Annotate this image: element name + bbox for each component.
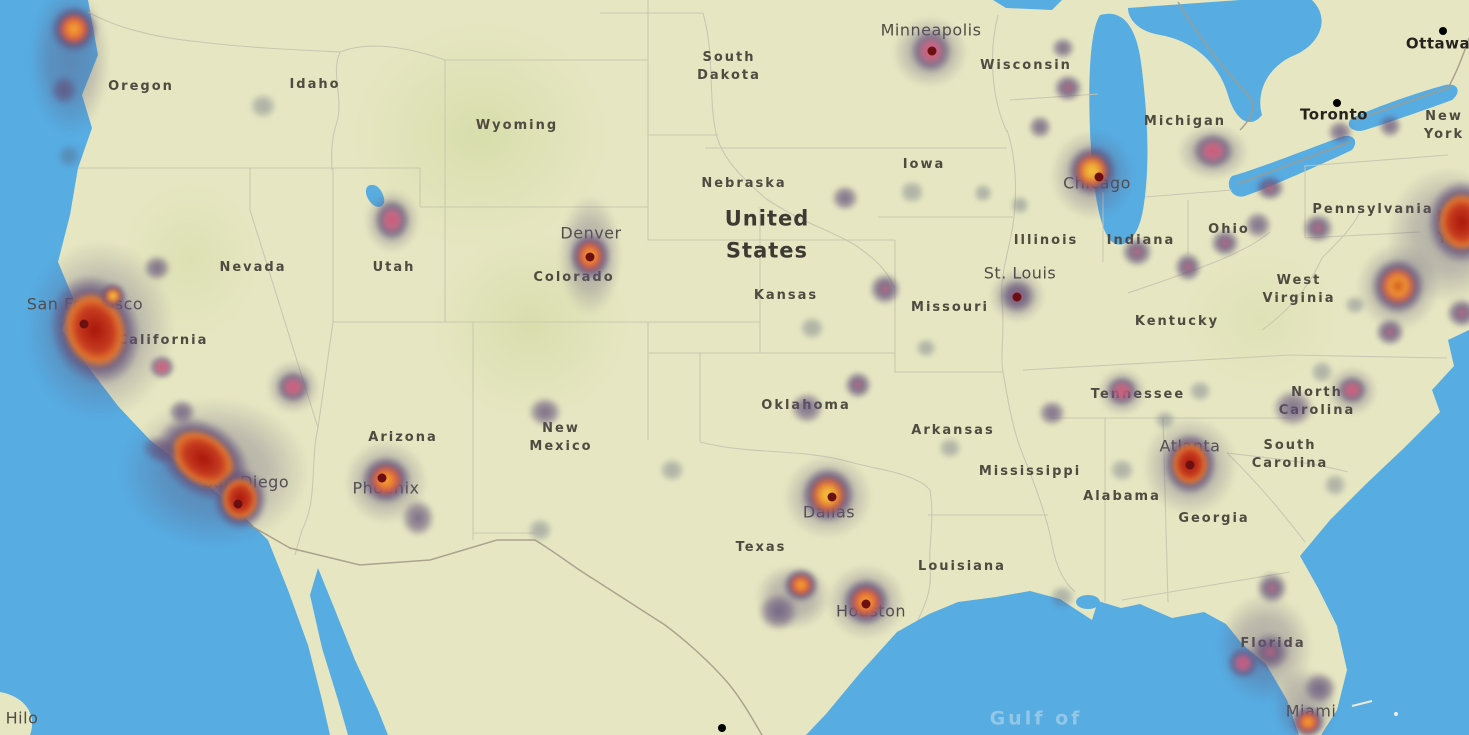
us-canada-border xyxy=(1177,1,1254,131)
lake-pontchartrain xyxy=(1076,595,1100,609)
hawaii-land xyxy=(0,692,33,735)
state-borders xyxy=(78,0,1449,621)
lake-huron xyxy=(1128,0,1322,123)
lake-ontario xyxy=(1348,84,1458,131)
bahamas-islands xyxy=(1351,700,1398,716)
lake-superior xyxy=(993,0,1062,10)
us-mexico-border xyxy=(231,514,763,735)
